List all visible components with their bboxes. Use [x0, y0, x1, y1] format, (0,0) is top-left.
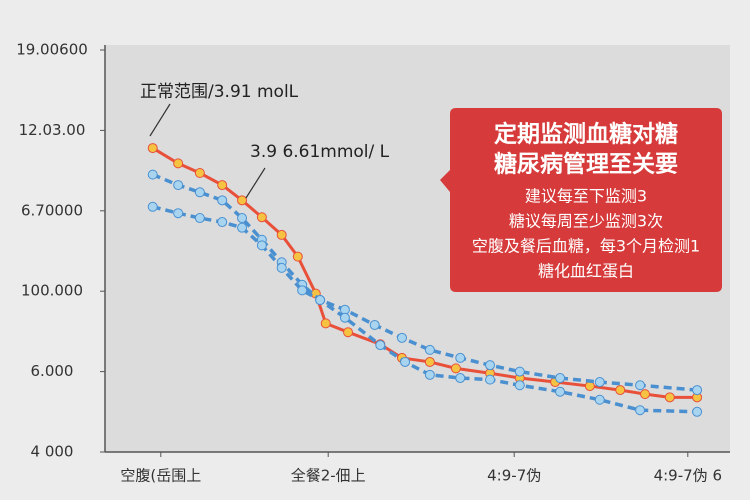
data-point [369, 319, 380, 330]
data-point [217, 180, 228, 191]
data-point [217, 217, 228, 228]
callout-line: 糖议每周至少监测3次 [509, 212, 663, 231]
annotation-arrow [245, 167, 266, 199]
data-point [237, 195, 248, 206]
data-point [194, 168, 205, 179]
data-point [424, 344, 435, 355]
data-point [343, 327, 354, 338]
x-tick-label: 全餐2-佃上 [291, 467, 366, 485]
data-point [173, 158, 184, 169]
data-point [292, 251, 303, 262]
data-point [424, 369, 435, 380]
y-tick-label: 4 000 [31, 443, 74, 461]
data-point [396, 332, 407, 343]
annotation: 3.9 6.61mmol/ L [250, 142, 390, 162]
data-point [147, 201, 158, 212]
data-point [594, 394, 605, 405]
data-point [555, 373, 566, 384]
data-point [514, 366, 525, 377]
callout-title: 糖尿病管理至关要 [494, 151, 678, 178]
y-tick-label: 12.03.00 [19, 121, 86, 139]
data-point [635, 405, 646, 416]
callout-line: 糖化血红蛋白 [538, 262, 634, 281]
data-point [297, 285, 308, 296]
data-point [692, 385, 703, 396]
y-tick-label: 6.000 [31, 362, 74, 380]
annotation: 正常范围/3.91 molL [140, 82, 299, 102]
callout-line: 空腹及餐后血糖，每3个月检测1 [472, 237, 700, 256]
data-point [455, 373, 466, 384]
data-point [315, 295, 326, 306]
data-point [173, 208, 184, 219]
y-tick-label: 100.000 [21, 282, 83, 300]
data-point [173, 180, 184, 191]
data-point [485, 374, 496, 385]
callout-line: 建议每至下监测3 [525, 187, 647, 206]
data-point [664, 392, 675, 403]
x-tick-label: 4:9-7伪 [487, 467, 541, 485]
data-point [375, 340, 386, 351]
data-point [555, 386, 566, 397]
callout-title: 定期监测血糖对糖 [494, 121, 678, 148]
data-point [217, 195, 228, 206]
data-point [615, 385, 626, 396]
data-point [237, 222, 248, 233]
data-point [692, 406, 703, 417]
data-point [276, 262, 287, 273]
y-tick-label: 19.00600 [16, 41, 88, 59]
data-point [276, 229, 287, 240]
data-point [256, 240, 267, 251]
data-point [400, 356, 411, 367]
data-point [455, 352, 466, 363]
x-tick-label: 4:9-7伪 6 [654, 467, 722, 485]
data-point [147, 143, 158, 154]
data-point [339, 312, 350, 323]
data-point [450, 363, 461, 374]
data-point [194, 187, 205, 198]
data-point [194, 213, 205, 224]
data-point [635, 380, 646, 391]
series-line [152, 205, 698, 414]
callout: 定期监测血糖对糖 糖尿病管理至关要 建议每至下监测3 糖议每周至少监测3次 空腹… [440, 108, 722, 292]
data-point [256, 212, 267, 223]
data-point [594, 377, 605, 388]
data-point [320, 318, 331, 329]
data-point [237, 213, 248, 224]
data-point [640, 389, 651, 400]
annotation-arrow [149, 103, 171, 137]
data-point [514, 380, 525, 391]
x-tick-label: 空腹(岳围上 [120, 467, 201, 485]
data-point [485, 360, 496, 371]
marks: 19.00600 12.03.00 6.70000 100.000 6.000 4 000… [16, 41, 722, 485]
callout-box [440, 108, 722, 292]
data-point [424, 356, 435, 367]
y-tick-label: 6.70000 [21, 201, 83, 219]
data-point [147, 169, 158, 180]
